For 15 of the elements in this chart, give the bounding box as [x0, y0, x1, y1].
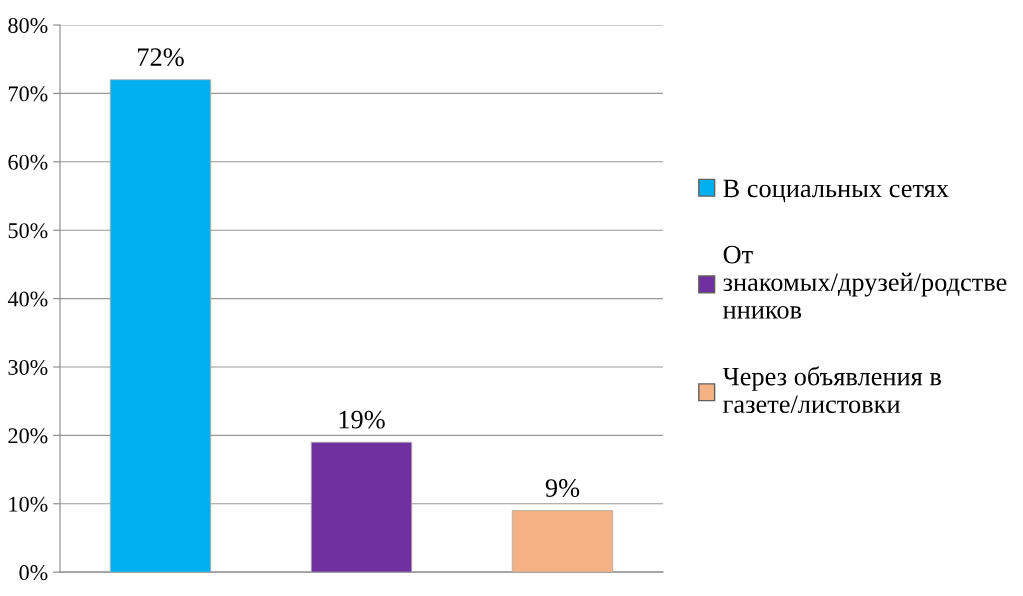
data-label: 72%: [138, 48, 184, 67]
y-tick-label: 40%: [7, 291, 48, 307]
y-tick-label: 50%: [8, 223, 48, 239]
y-tick-label: 30%: [8, 359, 48, 375]
data-label: 19%: [339, 410, 385, 429]
legend-label: Через объявления в газете/листовки: [722, 366, 941, 414]
legend-label: В социальных сетях: [723, 179, 949, 203]
y-tick-label: 20%: [8, 428, 48, 444]
legend-label: От знакомых/друзей/родственников: [723, 245, 1007, 319]
y-tick-label: 10%: [9, 496, 48, 512]
y-tick-label: 0%: [19, 565, 48, 581]
y-tick-label: 60%: [8, 154, 48, 170]
y-tick-label: 70%: [8, 86, 48, 102]
data-label: 9%: [545, 479, 580, 497]
y-tick-label: 80%: [8, 17, 48, 34]
